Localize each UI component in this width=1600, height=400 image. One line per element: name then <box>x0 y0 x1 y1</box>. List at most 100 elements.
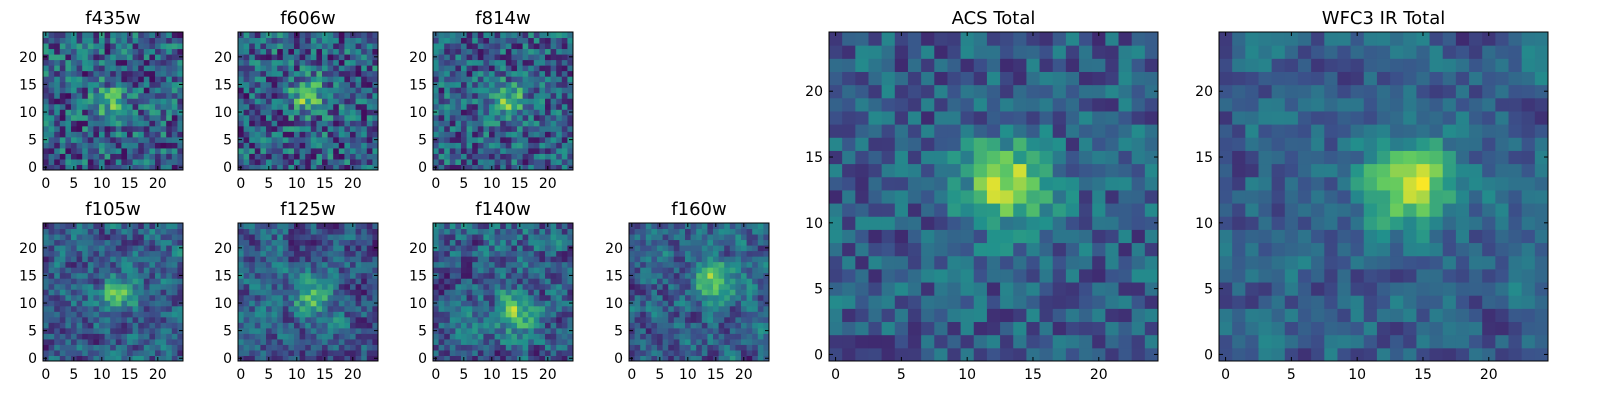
heatmap-cell <box>316 338 323 345</box>
heatmap-cell <box>48 131 55 138</box>
heatmap-cell <box>82 59 89 66</box>
heatmap-cell <box>254 125 261 132</box>
heatmap-cell <box>707 228 714 235</box>
heatmap-cell <box>741 300 748 307</box>
heatmap-cell <box>500 92 507 99</box>
heatmap-cell <box>155 239 162 246</box>
heatmap-cell <box>372 37 379 44</box>
heatmap-cell <box>438 48 445 55</box>
heatmap-cell <box>322 289 329 296</box>
heatmap-cell <box>143 256 150 263</box>
heatmap-cell <box>93 81 100 88</box>
heatmap-cell <box>372 48 379 55</box>
heatmap-cell <box>344 289 351 296</box>
heatmap-cell <box>907 268 922 283</box>
heatmap-cell <box>444 228 451 235</box>
heatmap-cell <box>567 32 574 39</box>
heatmap-cell <box>260 223 267 230</box>
heatmap-cell <box>316 59 323 66</box>
heatmap-cell <box>305 327 312 334</box>
heatmap-cell <box>1092 163 1106 178</box>
heatmap-cell <box>149 59 156 66</box>
heatmap-cell <box>127 272 134 279</box>
heatmap-cell <box>43 43 50 50</box>
heatmap-cell <box>466 103 473 110</box>
heatmap-cell <box>449 142 456 149</box>
heatmap-cell <box>361 283 368 290</box>
heatmap-cell <box>132 344 139 351</box>
heatmap-cell <box>444 338 451 345</box>
heatmap-cell <box>322 37 329 44</box>
heatmap-cell <box>138 54 145 61</box>
heatmap-cell <box>99 294 106 301</box>
heatmap-cell <box>143 305 150 312</box>
heatmap-cell <box>505 92 512 99</box>
heatmap-cell <box>104 32 111 39</box>
heatmap-cell <box>282 349 289 356</box>
heatmap-cell <box>444 327 451 334</box>
heatmap-cell <box>93 311 100 318</box>
heatmap-cell <box>338 261 345 268</box>
heatmap-cell <box>266 142 273 149</box>
heatmap-cell <box>350 87 357 94</box>
heatmap-cell <box>115 153 122 160</box>
heatmap-cell <box>855 216 869 230</box>
heatmap-cell <box>511 114 518 121</box>
heatmap-cell <box>894 189 909 204</box>
heatmap-cell <box>1000 229 1014 244</box>
heatmap-cell <box>338 87 345 94</box>
heatmap-cell <box>43 131 50 138</box>
heatmap-cell <box>561 278 568 285</box>
heatmap-cell <box>556 32 563 39</box>
heatmap-cell <box>567 250 574 257</box>
heatmap-cell <box>121 305 128 312</box>
heatmap-cell <box>629 305 636 312</box>
heatmap-cell <box>266 48 273 55</box>
heatmap-cell <box>517 349 524 356</box>
heatmap-cell <box>668 322 675 329</box>
heatmap-cell <box>567 59 574 66</box>
heatmap-cell <box>316 114 323 121</box>
y-tick-label: 10 <box>19 296 37 312</box>
heatmap-cell <box>166 131 173 138</box>
heatmap-cell <box>511 223 518 230</box>
y-tick-label: 0 <box>223 160 232 176</box>
heatmap-cell <box>249 142 256 149</box>
heatmap-cell <box>322 239 329 246</box>
heatmap-cell <box>322 136 329 143</box>
heatmap-cell <box>138 158 145 165</box>
y-tick-label: 0 <box>614 351 623 367</box>
heatmap-cell <box>366 109 373 116</box>
heatmap-cell <box>48 316 55 323</box>
heatmap-cell <box>1052 216 1067 230</box>
heatmap-cell <box>960 282 975 296</box>
heatmap-cell <box>82 344 89 351</box>
heatmap-cell <box>238 311 245 318</box>
y-tick-label: 5 <box>223 324 232 340</box>
heatmap-cell <box>87 223 94 230</box>
heatmap-cell <box>561 120 568 127</box>
heatmap-cell <box>505 333 512 340</box>
heatmap-cell <box>266 234 273 241</box>
heatmap-cell <box>567 261 574 268</box>
heatmap-cell <box>310 250 317 257</box>
heatmap-cell <box>372 294 379 301</box>
heatmap-cell <box>372 250 379 257</box>
heatmap-cell <box>155 234 162 241</box>
heatmap-cell <box>160 289 167 296</box>
heatmap-cell <box>1065 321 1080 336</box>
heatmap-cell <box>477 54 484 61</box>
heatmap-cell <box>355 158 362 165</box>
heatmap-cell <box>322 98 329 105</box>
heatmap-cell <box>299 59 306 66</box>
heatmap-cell <box>99 125 106 132</box>
heatmap-cell <box>500 256 507 263</box>
heatmap-cell <box>166 338 173 345</box>
heatmap-cell <box>361 239 368 246</box>
heatmap-cell <box>132 136 139 143</box>
heatmap-cell <box>266 305 273 312</box>
heatmap-cell <box>155 136 162 143</box>
heatmap-cell <box>1039 203 1054 217</box>
heatmap-cell <box>71 125 78 132</box>
heatmap-cell <box>54 349 61 356</box>
